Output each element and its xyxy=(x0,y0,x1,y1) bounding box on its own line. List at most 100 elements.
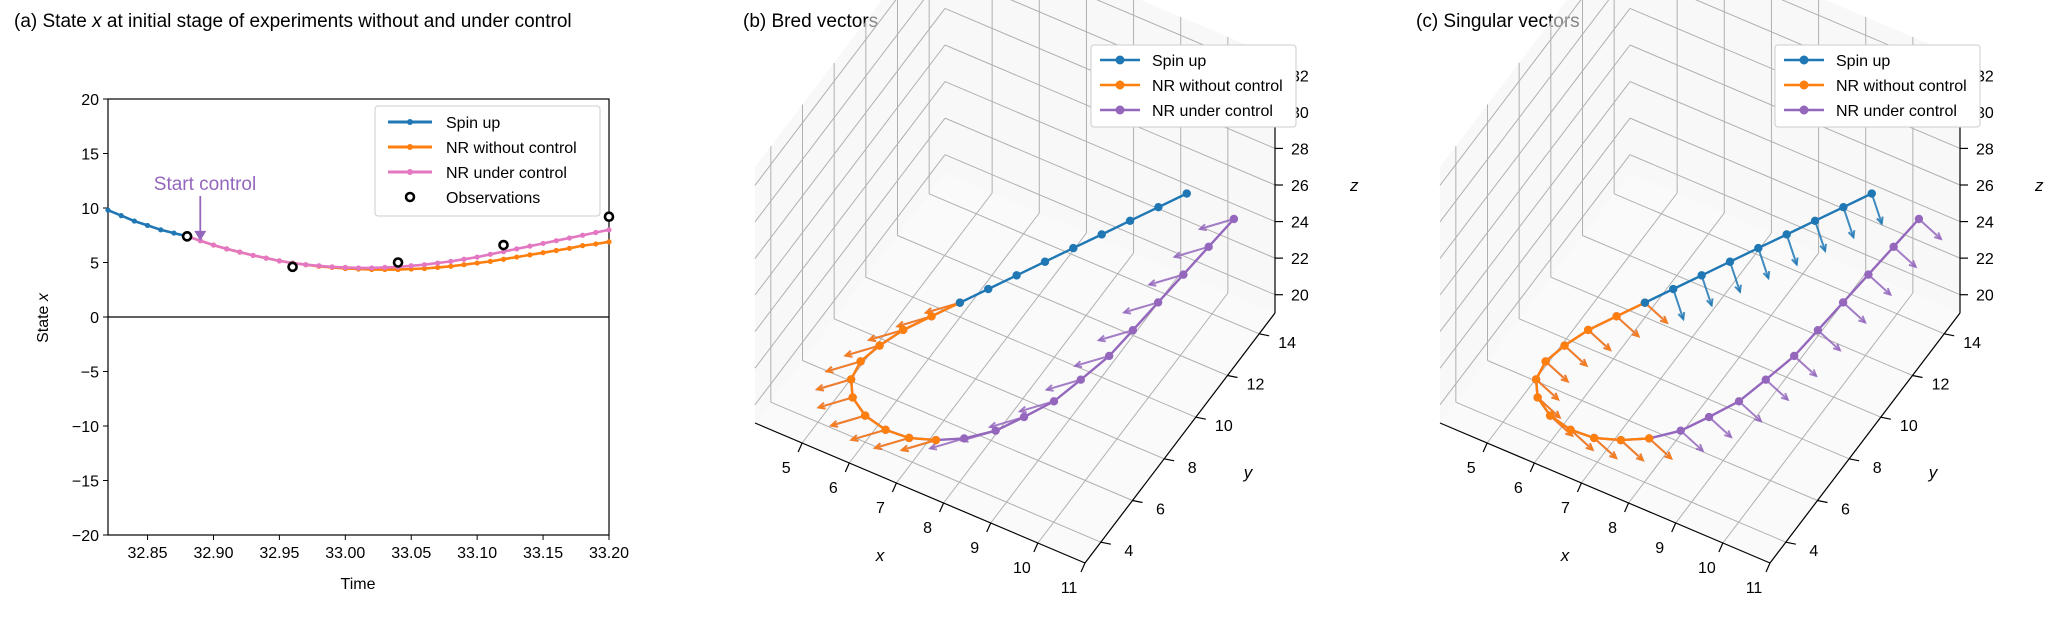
y-tick xyxy=(1912,374,1923,379)
y-tick xyxy=(1132,499,1143,504)
left-wall-grid-z xyxy=(754,117,946,369)
floor-grid-x xyxy=(943,252,1134,504)
panel-c-title: (c) Singular vectors xyxy=(1416,11,1580,32)
panel-a-series-point xyxy=(329,264,335,270)
quiver-arrow-head xyxy=(1695,443,1705,453)
x-tick xyxy=(891,482,897,493)
quiver-arrow xyxy=(1544,360,1569,383)
legend-a-spin-label: Spin up xyxy=(446,115,500,132)
x-tick xyxy=(1576,482,1582,493)
panel-a-series-point xyxy=(144,222,151,229)
floor-grid-y xyxy=(865,276,1197,418)
panel-a-series-point xyxy=(131,218,137,224)
floor-grid-x xyxy=(1581,232,1772,484)
panel-a-ytick-label: −10 xyxy=(72,419,99,436)
panel-a-series-point xyxy=(303,262,309,268)
legend-b-under-label: NR under control xyxy=(1152,103,1273,120)
quiver-arrow-head xyxy=(1552,410,1562,420)
floor-grid-x xyxy=(990,272,1182,524)
panel-a-xtick-label: 33.10 xyxy=(457,545,497,562)
trajectory-point xyxy=(1583,325,1593,335)
panel-a-ytick-label: 15 xyxy=(81,147,99,164)
quiver-arrow xyxy=(1149,273,1184,286)
quiver-arrow-head xyxy=(1762,271,1771,281)
quiver-arrow-head xyxy=(1609,451,1618,460)
panel-a-series-point xyxy=(448,263,454,269)
panel-a-xtick-label: 32.95 xyxy=(259,545,299,562)
panel-b-legend: Spin up NR without control NR under cont… xyxy=(1090,44,1297,128)
trajectory-point xyxy=(1153,298,1163,307)
trajectory-point xyxy=(984,284,993,294)
x-tick-label: 10 xyxy=(1698,560,1716,577)
quiver-arrow-head xyxy=(866,334,877,343)
legend-c-spin-marker xyxy=(1799,55,1809,65)
trajectory-point xyxy=(1012,271,1021,280)
pane-floor xyxy=(755,173,1275,563)
trajectory-point xyxy=(1616,435,1626,445)
legend-b-spin-label: Spin up xyxy=(1152,53,1206,70)
legend-a-under-marker xyxy=(407,169,413,175)
x-tick-label: 6 xyxy=(1514,480,1523,497)
quiver-arrow xyxy=(1074,354,1110,367)
panel-c-legend: Spin up NR without control NR under cont… xyxy=(1774,44,1981,128)
quiver-arrow-head xyxy=(1847,230,1856,240)
start-control-arrow-head xyxy=(194,230,207,241)
quiver-arrow xyxy=(868,328,904,341)
legend-b-spin-marker xyxy=(1115,55,1125,65)
y-tick-label: 14 xyxy=(1278,335,1296,352)
panel-a-series-point xyxy=(382,264,388,271)
quiver-arrow-head xyxy=(1734,284,1742,294)
x-tick xyxy=(797,442,803,453)
panel-a-series-point xyxy=(461,262,467,268)
x-tick xyxy=(844,462,850,473)
quiver-arrow xyxy=(1842,301,1866,324)
left-wall-grid-z xyxy=(754,154,946,406)
panel-a-series-point xyxy=(527,243,533,249)
x-tick-label: 11 xyxy=(1061,580,1078,597)
trajectory-point xyxy=(1813,326,1823,335)
trajectory-point xyxy=(927,312,936,321)
quiver-arrow xyxy=(845,344,880,357)
trajectory-point xyxy=(881,425,890,434)
panel-a-series-point xyxy=(224,246,230,252)
quiver-arrow xyxy=(1648,437,1672,460)
quiver-arrow-head xyxy=(1780,392,1790,402)
legend-c-spin-label: Spin up xyxy=(1836,53,1890,70)
trajectory-point xyxy=(848,393,857,402)
quiver-arrow-head xyxy=(1908,259,1918,269)
legend-c-without-label: NR without control xyxy=(1836,78,1967,95)
y-tick-label: 6 xyxy=(1841,502,1850,519)
quiver-arrow xyxy=(1738,400,1762,423)
floor-grid-y xyxy=(928,193,1260,335)
trajectory-point xyxy=(1761,375,1770,384)
trajectory-point xyxy=(1867,189,1876,198)
quiver-arrow xyxy=(1672,288,1685,320)
floor-grid-x xyxy=(848,212,1040,464)
quiver-arrow-head xyxy=(1551,392,1560,401)
x-tick xyxy=(1033,542,1039,553)
quiver-arrow xyxy=(1817,329,1841,351)
x-tick-label: 7 xyxy=(876,500,885,517)
quiver-arrow-head xyxy=(843,350,853,358)
back-wall-grid-z xyxy=(944,81,1276,223)
z-tick-label: 20 xyxy=(1976,288,1994,305)
quiver-arrow-head xyxy=(1753,414,1763,423)
panel-a-xtick-label: 33.15 xyxy=(523,545,563,562)
floor-grid-y xyxy=(833,318,1165,460)
quiver-arrow-head xyxy=(1172,251,1182,259)
trajectory-point xyxy=(1049,397,1059,406)
panel-a-series-point xyxy=(580,232,586,238)
trajectory-line xyxy=(1534,301,1650,442)
panel-a-series-point xyxy=(514,254,520,260)
panel-a-ytick-label: −5 xyxy=(81,365,99,382)
panel-a-series-point xyxy=(527,252,533,258)
trajectory-point xyxy=(1612,312,1621,321)
panel-a-observation-point xyxy=(181,231,193,242)
panel-a-series-point xyxy=(566,235,573,241)
panel-a-series-point xyxy=(540,250,546,256)
panel-a-series-point xyxy=(421,265,428,272)
left-wall-grid-z xyxy=(1439,8,1631,259)
y-tick xyxy=(1195,416,1206,420)
quiver-arrow xyxy=(830,414,866,427)
quiver-arrow-head xyxy=(1832,343,1842,352)
